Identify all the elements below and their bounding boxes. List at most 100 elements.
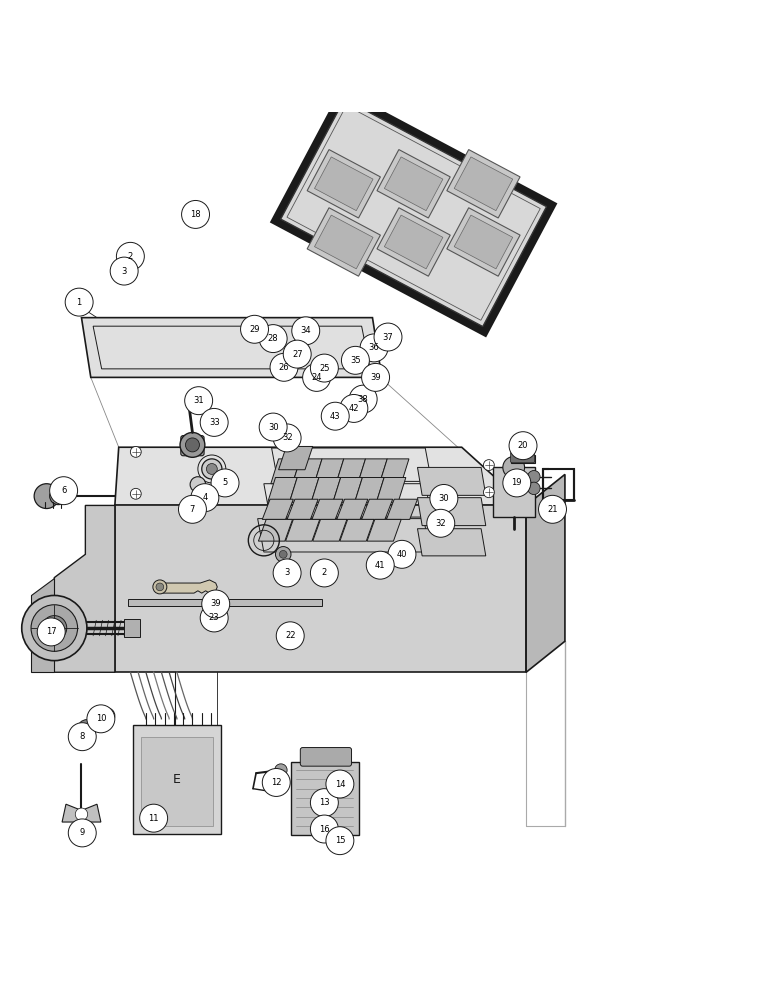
Circle shape <box>116 242 144 270</box>
Circle shape <box>68 819 96 847</box>
Circle shape <box>153 580 167 594</box>
Polygon shape <box>386 499 417 519</box>
Text: 7: 7 <box>190 505 195 514</box>
Circle shape <box>130 488 141 499</box>
Circle shape <box>352 360 362 370</box>
Polygon shape <box>377 208 450 276</box>
Polygon shape <box>258 519 293 541</box>
Text: 4: 4 <box>203 493 207 502</box>
Text: 41: 41 <box>375 561 386 570</box>
FancyBboxPatch shape <box>511 452 535 463</box>
Polygon shape <box>81 318 382 377</box>
Circle shape <box>34 484 59 509</box>
Circle shape <box>310 815 338 843</box>
Polygon shape <box>141 737 213 826</box>
Text: 31: 31 <box>193 396 204 405</box>
Text: 10: 10 <box>95 714 106 723</box>
Circle shape <box>50 488 67 505</box>
Text: 6: 6 <box>61 486 66 495</box>
Text: 39: 39 <box>370 373 381 382</box>
Circle shape <box>273 424 301 452</box>
Circle shape <box>87 705 115 733</box>
FancyBboxPatch shape <box>300 748 352 766</box>
Circle shape <box>68 723 96 751</box>
Circle shape <box>190 477 206 492</box>
Circle shape <box>528 471 540 483</box>
Polygon shape <box>291 762 359 835</box>
Circle shape <box>366 551 394 579</box>
Polygon shape <box>54 505 115 672</box>
Circle shape <box>483 487 494 498</box>
Circle shape <box>78 720 96 738</box>
Circle shape <box>283 340 311 368</box>
Circle shape <box>316 824 328 836</box>
Polygon shape <box>312 499 343 519</box>
Circle shape <box>42 616 67 640</box>
Circle shape <box>528 482 540 495</box>
Text: 8: 8 <box>80 732 85 741</box>
Text: 37: 37 <box>383 333 393 342</box>
Polygon shape <box>379 459 409 484</box>
Polygon shape <box>115 505 526 672</box>
Text: 14: 14 <box>334 780 345 789</box>
Circle shape <box>191 484 219 512</box>
Circle shape <box>427 509 455 537</box>
Polygon shape <box>311 477 341 502</box>
Polygon shape <box>289 477 319 502</box>
Text: E: E <box>173 773 181 786</box>
Polygon shape <box>279 446 313 470</box>
Circle shape <box>31 605 78 651</box>
Polygon shape <box>454 157 513 211</box>
Polygon shape <box>128 599 322 606</box>
Circle shape <box>276 622 304 650</box>
Circle shape <box>273 559 301 587</box>
Circle shape <box>259 413 287 441</box>
Circle shape <box>303 363 331 391</box>
Polygon shape <box>340 519 374 541</box>
Text: 19: 19 <box>511 478 522 487</box>
Circle shape <box>310 789 338 817</box>
Circle shape <box>281 560 296 575</box>
Polygon shape <box>362 499 393 519</box>
Polygon shape <box>376 477 406 502</box>
Circle shape <box>349 385 377 413</box>
Circle shape <box>326 827 354 855</box>
Text: 15: 15 <box>334 836 345 845</box>
Text: 32: 32 <box>435 519 446 528</box>
Polygon shape <box>384 157 443 211</box>
Text: 5: 5 <box>223 478 227 487</box>
Polygon shape <box>454 215 513 269</box>
Circle shape <box>340 394 368 422</box>
Text: 39: 39 <box>210 599 221 608</box>
Circle shape <box>178 495 206 523</box>
Circle shape <box>185 387 213 415</box>
Circle shape <box>180 432 205 457</box>
Text: 34: 34 <box>300 326 311 335</box>
Text: 20: 20 <box>518 441 528 450</box>
Text: 3: 3 <box>285 568 289 577</box>
Circle shape <box>279 550 287 558</box>
Text: 18: 18 <box>190 210 201 219</box>
Circle shape <box>362 363 390 391</box>
Polygon shape <box>314 157 373 211</box>
Circle shape <box>388 540 416 568</box>
Circle shape <box>327 835 343 851</box>
Circle shape <box>341 346 369 374</box>
Polygon shape <box>314 215 373 269</box>
Polygon shape <box>272 90 556 336</box>
Circle shape <box>110 257 138 285</box>
Text: 43: 43 <box>330 412 341 421</box>
Polygon shape <box>262 499 293 519</box>
Circle shape <box>241 315 268 343</box>
Text: 12: 12 <box>271 778 282 787</box>
Polygon shape <box>417 467 486 495</box>
Circle shape <box>374 323 402 351</box>
Text: 2: 2 <box>128 252 133 261</box>
Polygon shape <box>268 477 297 502</box>
Polygon shape <box>157 580 217 593</box>
Polygon shape <box>62 804 101 822</box>
Text: 1: 1 <box>77 298 81 307</box>
Polygon shape <box>115 447 526 505</box>
Circle shape <box>503 469 531 497</box>
Polygon shape <box>493 467 535 517</box>
